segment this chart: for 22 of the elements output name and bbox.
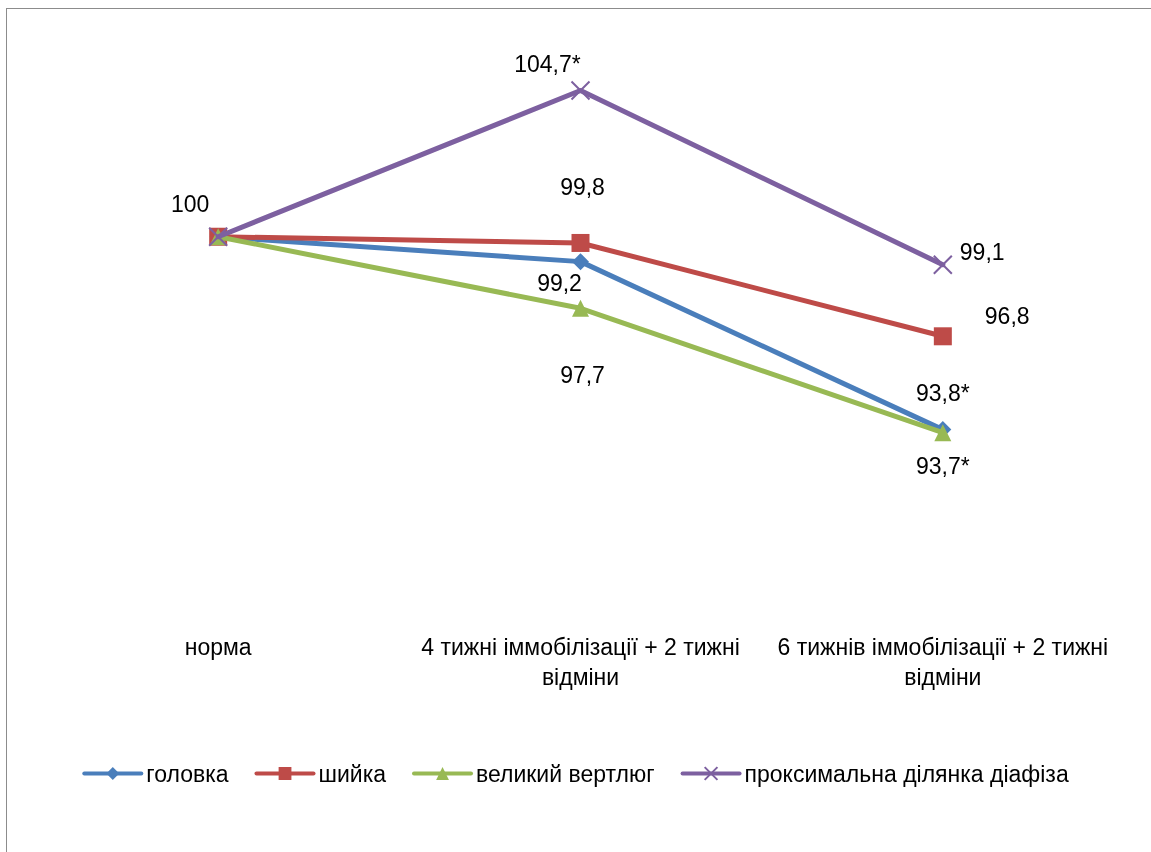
data-label: 104,7*: [514, 51, 581, 78]
legend-label: великий вертлюг: [476, 760, 655, 787]
point: [570, 80, 591, 101]
data-label: 99,1: [959, 238, 1005, 265]
data-label: 93,8*: [915, 379, 970, 406]
legend-label: шийка: [318, 760, 387, 787]
x-tick-label: 4 тижні іммобілізації + 2 тижні відміни: [421, 634, 740, 690]
legend-label: головка: [146, 760, 229, 787]
point: [572, 299, 589, 317]
data-label: 99,2: [537, 269, 582, 296]
data-label: 96,8: [984, 303, 1030, 330]
point: [933, 327, 952, 346]
data-label: 100: [170, 190, 210, 217]
point: [572, 253, 589, 271]
x-tick-label: норма: [184, 634, 252, 660]
data-label: 93,7*: [915, 452, 970, 479]
x-tick-label: 6 тижнів іммобілізації + 2 тижні відміни: [777, 634, 1109, 690]
data-label: 99,8: [560, 174, 605, 201]
legend-label: проксимальна ділянка діафіза: [744, 760, 1069, 787]
data-label: 97,7: [560, 362, 605, 389]
point: [571, 233, 590, 252]
point: [932, 254, 953, 275]
